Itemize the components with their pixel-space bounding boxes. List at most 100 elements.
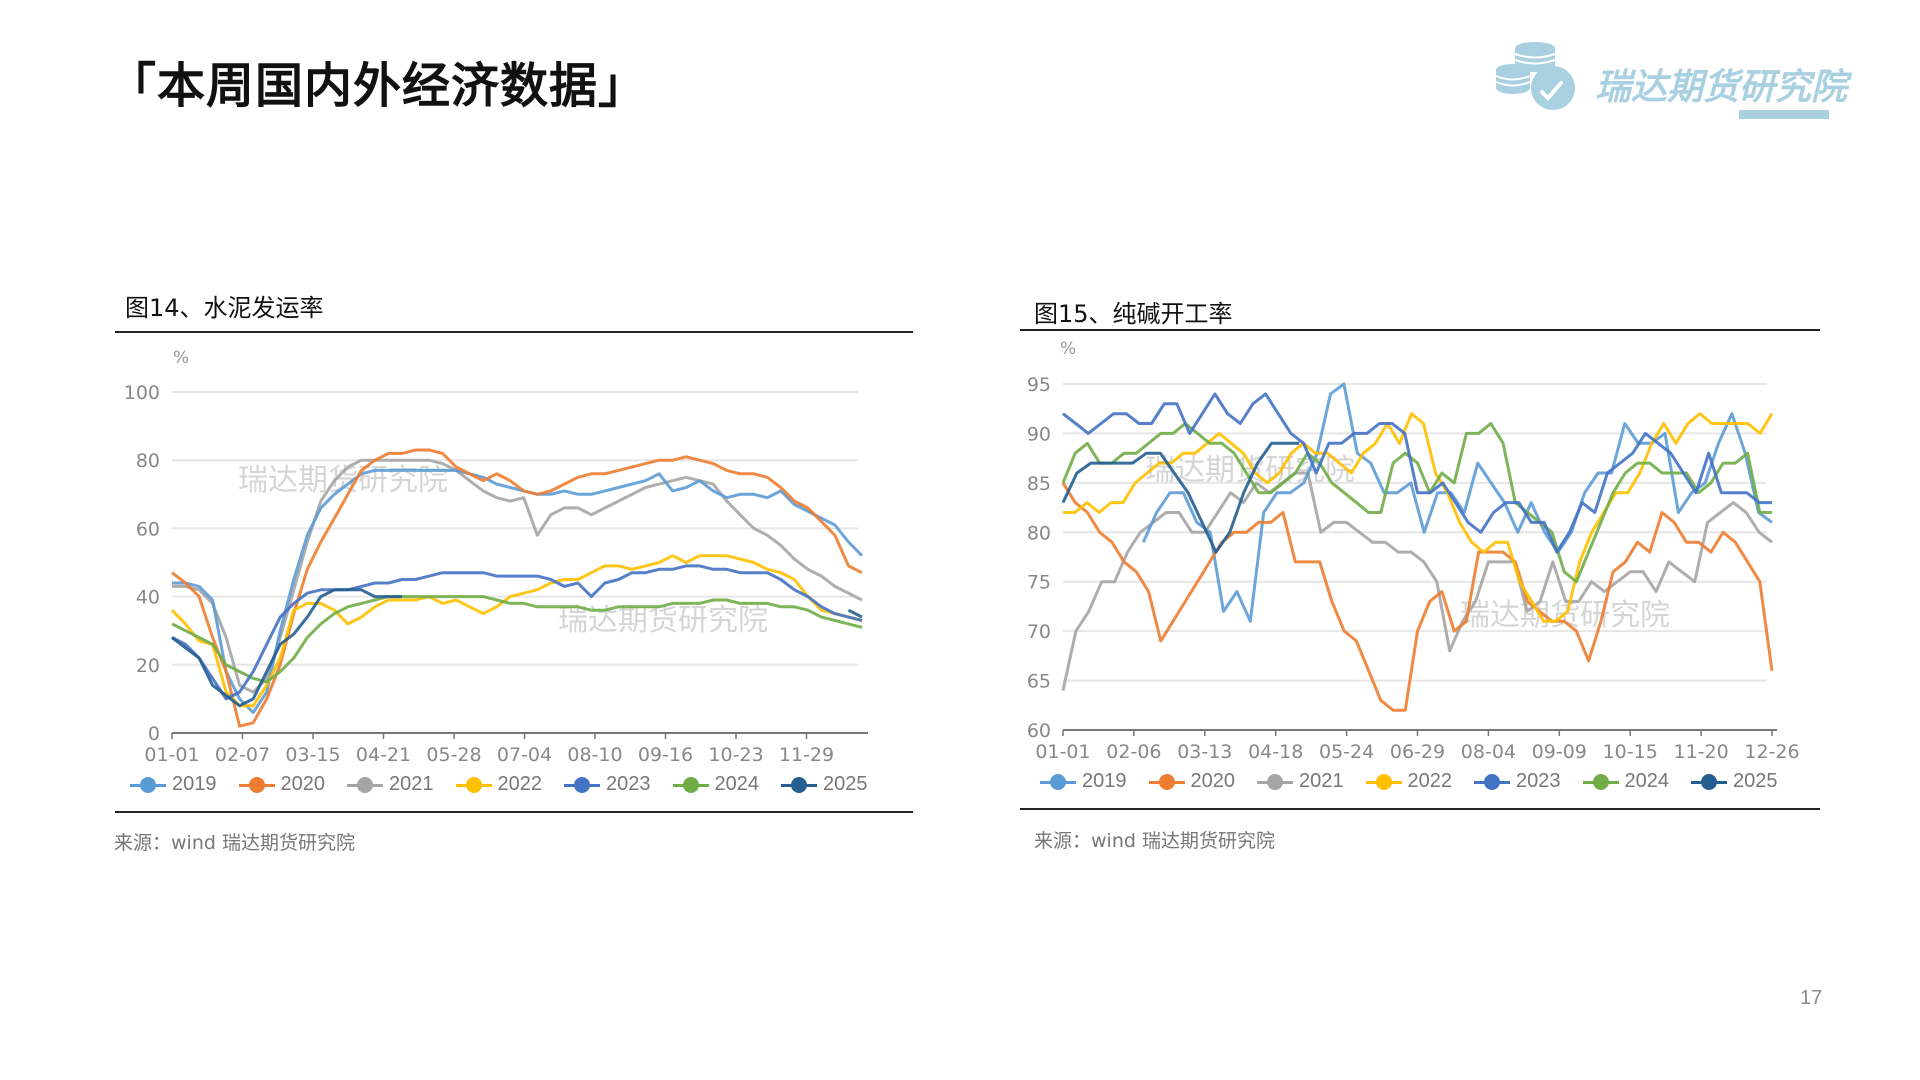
x-tick-label: 10-23: [708, 744, 763, 766]
x-tick-label: 07-04: [497, 744, 552, 766]
bottom-rule-right: [1020, 808, 1820, 810]
title-rule-left: [115, 331, 913, 333]
x-tick-label: 03-15: [285, 744, 340, 766]
series-line-2025: [171, 588, 863, 708]
x-tick-label: 09-09: [1532, 741, 1587, 763]
bottom-rule-left: [115, 811, 913, 813]
legend-marker-icon: [1691, 773, 1727, 790]
legend-label: 2024: [1624, 770, 1670, 792]
logo-text: 瑞达期货研究院: [1595, 67, 1848, 108]
x-tick-label: 01-01: [1035, 741, 1090, 763]
legend-marker-icon: [1148, 773, 1185, 790]
y-tick-label: 85: [1027, 473, 1051, 495]
legend-marker-icon: [1582, 773, 1619, 790]
legend-item-2023[interactable]: 2023: [564, 773, 651, 796]
source-note: 来源：wind 瑞达期货研究院: [114, 832, 355, 854]
legend-item-2021[interactable]: 2021: [1257, 770, 1344, 793]
x-tick-label: 11-20: [1673, 741, 1728, 763]
legend-label: 2020: [1190, 770, 1236, 792]
series-line-2019: [172, 468, 864, 714]
legend-label: 2020: [280, 773, 326, 795]
legend-marker-icon: [1365, 773, 1402, 790]
legend-marker-icon: [1040, 773, 1076, 790]
legend-item-2025[interactable]: 2025: [1691, 770, 1778, 793]
legend-label: 2019: [172, 773, 217, 795]
y-tick-label: 80: [1027, 522, 1051, 544]
legend-item-2022[interactable]: 2022: [1365, 770, 1453, 793]
watermark: 瑞达期货研究院: [238, 463, 448, 498]
legend-label: 2021: [1299, 770, 1344, 792]
y-tick-label: 95: [1027, 374, 1051, 396]
series-line-2023: [171, 564, 863, 701]
logo: 瑞达期货研究院: [1495, 38, 1847, 124]
legend-marker-icon: [564, 776, 600, 793]
x-tick-label: 02-07: [215, 744, 270, 766]
x-tick-label: 01-01: [144, 744, 199, 766]
series-line-2021: [1061, 471, 1773, 691]
y-tick-label: 80: [136, 450, 160, 472]
x-tick-label: 10-15: [1603, 741, 1658, 763]
legend-item-2023[interactable]: 2023: [1474, 770, 1561, 793]
legend-item-2019[interactable]: 2019: [1040, 770, 1127, 793]
x-tick-label: 09-16: [638, 744, 693, 766]
legend-item-2019[interactable]: 2019: [130, 773, 217, 796]
series-line-2019: [1141, 382, 1773, 623]
legend-item-2022[interactable]: 2022: [455, 773, 543, 796]
y-tick-label: 60: [1027, 720, 1051, 742]
x-tick-label: 08-04: [1461, 741, 1516, 763]
chart-title-soda-ash: 图15、纯碱开工率: [1034, 300, 1233, 328]
legend-label: 2022: [1407, 770, 1453, 792]
logo-underline: [1739, 110, 1829, 119]
legend-label: 2023: [606, 773, 651, 795]
legend-item-2024[interactable]: 2024: [1582, 770, 1670, 793]
legend-item-2021[interactable]: 2021: [347, 773, 434, 796]
legend-marker-icon: [238, 776, 275, 793]
y-tick-label: 75: [1027, 572, 1051, 594]
series-line-2021: [172, 458, 863, 694]
legend-label: 2024: [714, 773, 760, 795]
y-tick-label: 20: [136, 655, 160, 677]
y-tick-label: 100: [124, 382, 160, 404]
x-tick-label: 04-21: [356, 744, 411, 766]
y-unit-label: %: [173, 348, 189, 368]
y-tick-label: 70: [1027, 621, 1051, 643]
coins-icon: [1495, 42, 1575, 110]
legend-marker-icon: [1474, 773, 1510, 790]
legend-label: 2025: [823, 773, 868, 795]
series-line-2024: [171, 595, 863, 684]
x-tick-label: 08-10: [567, 744, 622, 766]
y-tick-label: 40: [136, 587, 160, 609]
legend-item-2020[interactable]: 2020: [238, 773, 326, 796]
chart-legend: 2019 2020 2021 2022 2023 2024 2025: [130, 773, 868, 796]
chart-title-cement: 图14、水泥发运率: [125, 294, 324, 322]
y-tick-label: 0: [148, 723, 160, 745]
series-line-2020: [1061, 482, 1774, 712]
y-tick-label: 65: [1027, 671, 1051, 693]
legend-label: 2025: [1733, 770, 1778, 792]
legend-item-2020[interactable]: 2020: [1148, 770, 1236, 793]
x-tick-label: 02-06: [1106, 741, 1161, 763]
legend-label: 2019: [1082, 770, 1127, 792]
y-tick-label: 60: [136, 518, 160, 540]
legend-marker-icon: [781, 776, 817, 793]
series-line-2025: [1061, 441, 1300, 554]
legend-marker-icon: [347, 776, 383, 793]
y-unit-label: %: [1060, 339, 1076, 359]
x-tick-label: 05-28: [426, 744, 481, 766]
legend-label: 2023: [1516, 770, 1561, 792]
legend-item-2024[interactable]: 2024: [672, 773, 760, 796]
x-tick-label: 03-13: [1177, 741, 1232, 763]
legend-marker-icon: [1257, 773, 1293, 790]
series-line-2022: [170, 554, 863, 708]
legend-item-2025[interactable]: 2025: [781, 773, 868, 796]
x-tick-label: 04-18: [1248, 741, 1303, 763]
legend-label: 2022: [497, 773, 543, 795]
series-line-2024: [1061, 422, 1772, 584]
legend-marker-icon: [672, 776, 709, 793]
series-line-2023: [1062, 392, 1772, 554]
x-tick-label: 11-29: [779, 744, 834, 766]
page-number: 17: [1800, 987, 1823, 1009]
y-tick-label: 90: [1027, 423, 1051, 445]
legend-marker-icon: [455, 776, 492, 793]
